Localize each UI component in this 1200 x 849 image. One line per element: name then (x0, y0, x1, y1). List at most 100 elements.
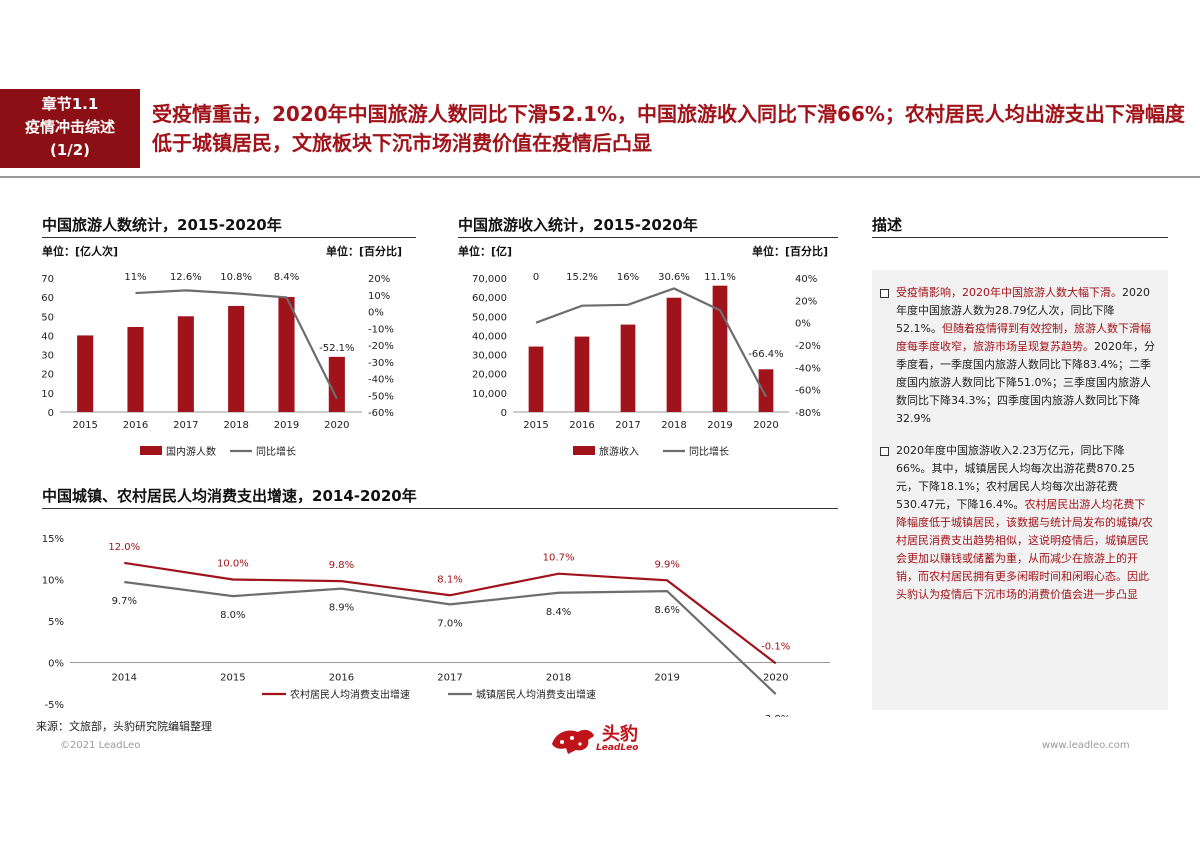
legend-rural-label: 农村居民人均消费支出增速 (290, 688, 410, 701)
section-number: 章节1.1 (41, 95, 99, 113)
legend-bar-label: 旅游收入 (599, 445, 639, 458)
urban-data-label: 9.7% (112, 596, 137, 607)
page-headline: 受疫情重击，2020年中国旅游人数同比下滑52.1%，中国旅游收入同比下滑66%… (152, 102, 1185, 155)
y-tick-label: 10% (42, 576, 64, 587)
y-right-tick-label: -20% (795, 341, 821, 352)
bar (666, 297, 682, 412)
bar (228, 305, 245, 412)
x-tick-label: 2020 (324, 420, 349, 431)
y-left-tick-label: 30 (41, 351, 54, 362)
chart2-svg: 0 10,000 20,000 30,000 40,000 50,000 60,000 70,… (472, 272, 821, 458)
growth-data-label: -66.4% (748, 349, 783, 360)
x-tick-label: 2019 (707, 420, 732, 431)
growth-data-label: 11% (124, 272, 146, 283)
y-right-tick-label: -80% (795, 408, 821, 419)
bullet1-seg-0: 受疫情影响，2020年中国旅游人数大幅下滑。 (896, 286, 1122, 299)
urban-data-label: 7.0% (437, 618, 462, 629)
chart2-unit-right: 单位：[百分比] (752, 245, 829, 258)
y-right-tick-label: 0% (368, 308, 384, 319)
y-tick-label: 0% (48, 659, 64, 670)
section-tag: 章节1.1 疫情冲击综述 (1/2) (0, 89, 140, 168)
bullet2-seg-1: 农村居民出游人均花费下降幅度低于城镇居民，该数据与统计局发布的城镇/农村居民消费… (896, 498, 1153, 601)
chart1-unit-left: 单位：[亿人次] (42, 245, 119, 258)
bar (77, 335, 94, 412)
y-tick-label: 15% (42, 534, 64, 545)
y-right-tick-label: -20% (368, 341, 394, 352)
chart1-svg: 0 10 20 30 40 50 60 70 -60% -50% -40% -30% -20% -10% 0… (41, 272, 394, 458)
rural-data-label: 8.1% (437, 574, 462, 585)
x-tick-label: 2015 (220, 673, 245, 684)
y-left-tick-label: 70,000 (472, 274, 507, 285)
y-left-tick-label: 20 (41, 370, 54, 381)
x-tick-label: 2015 (72, 420, 97, 431)
description-rule (872, 237, 1168, 238)
growth-data-label: 0 (533, 272, 539, 283)
chart2-title-rule (458, 237, 838, 238)
urban-data-label: 8.9% (329, 603, 354, 614)
source-note: 来源：文旅部，头豹研究院编辑整理 (36, 720, 212, 733)
x-tick-label: 2020 (763, 673, 788, 684)
bar (127, 327, 144, 412)
x-tick-label: 2019 (654, 673, 679, 684)
legend-bar-swatch (140, 446, 162, 455)
chart3-svg: -5% 0% 5% 10% 15% 2014 2015 2016 2017 2018 2019 202… (42, 534, 830, 717)
rural-data-label: 9.8% (329, 560, 354, 571)
copyright: ©2021 LeadLeo (60, 740, 141, 751)
y-left-tick-label: 0 (501, 408, 507, 419)
bullet1-seg-1: 2020年度中国旅游人数为28.79亿人次，同比下降52.1%。 (896, 286, 1150, 335)
y-right-tick-label: -50% (368, 391, 394, 402)
y-right-tick-label: 40% (795, 274, 817, 285)
y-left-tick-label: 50 (41, 312, 54, 323)
x-tick-label: 2015 (523, 420, 548, 431)
y-right-tick-label: -60% (368, 408, 394, 419)
chart2-title: 中国旅游收入统计，2015-2020年 (458, 216, 698, 234)
x-tick-label: 2018 (661, 420, 686, 431)
bar (758, 369, 774, 412)
website-link[interactable]: www.leadleo.com (1042, 740, 1130, 751)
rural-data-label: 9.9% (654, 559, 679, 570)
growth-line (535, 287, 767, 398)
chart1-unit-right: 单位：[百分比] (326, 245, 403, 258)
y-left-tick-label: 10 (41, 389, 54, 400)
x-tick-label: 2018 (223, 420, 248, 431)
x-tick-label: 2017 (437, 673, 462, 684)
chart2-unit-left: 单位：[亿] (458, 245, 513, 258)
growth-data-label: 11.1% (704, 272, 736, 283)
bar (712, 285, 728, 412)
rural-data-label: 10.0% (217, 559, 249, 570)
x-tick-label: 2016 (329, 673, 354, 684)
bar (278, 296, 295, 412)
description-title: 描述 (872, 216, 903, 234)
section-name: 疫情冲击综述 (24, 118, 115, 136)
description-box: 受疫情影响，2020年中国旅游人数大幅下滑。2020年度中国旅游人数为28.79… (872, 270, 1168, 710)
x-tick-label: 2016 (123, 420, 148, 431)
bullet1-seg-3: 2020年，分季度看，一季度国内旅游人数同比下降83.4%；二季度国内旅游人数同… (896, 340, 1155, 425)
bar (328, 356, 345, 412)
section-page: (1/2) (49, 141, 91, 159)
description-bullet-2: 2020年度中国旅游收入2.23万亿元，同比下降66%。其中，城镇居民人均每次出… (880, 442, 1156, 604)
y-right-tick-label: -30% (368, 358, 394, 369)
y-left-tick-label: 40 (41, 331, 54, 342)
y-left-tick-label: 0 (48, 408, 54, 419)
urban-data-label: 8.4% (546, 607, 571, 618)
x-tick-label: 2017 (615, 420, 640, 431)
y-right-tick-label: -40% (795, 363, 821, 374)
chart3-title-rule (42, 508, 838, 509)
y-right-tick-label: 20% (368, 274, 390, 285)
x-tick-label: 2017 (173, 420, 198, 431)
x-tick-label: 2019 (274, 420, 299, 431)
logo-subtext: LeadLeo (596, 743, 639, 753)
bullet-square-icon (880, 447, 889, 456)
bar (620, 324, 636, 412)
growth-data-label: 12.6% (170, 272, 202, 283)
y-right-tick-label: 0% (795, 319, 811, 330)
legend-bar-swatch (573, 446, 595, 455)
bar (574, 336, 590, 412)
chart1-title: 中国旅游人数统计，2015-2020年 (42, 216, 282, 234)
legend-bar-label: 国内游人数 (166, 445, 216, 458)
legend-urban-label: 城镇居民人均消费支出增速 (476, 688, 596, 701)
y-right-tick-label: 10% (368, 291, 390, 302)
growth-line (135, 289, 338, 400)
y-right-tick-label: -10% (368, 324, 394, 335)
bar (177, 316, 194, 412)
